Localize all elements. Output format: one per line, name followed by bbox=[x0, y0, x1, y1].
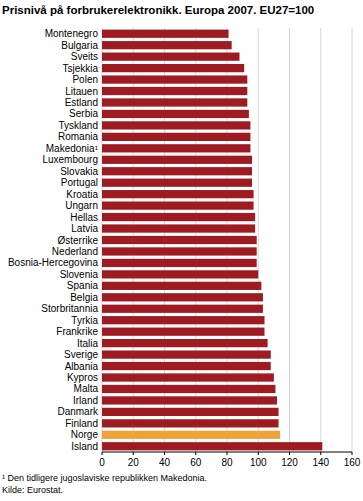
category-label: Irland bbox=[73, 395, 98, 406]
tick-label: 0 bbox=[99, 457, 105, 468]
category-label: Sverige bbox=[64, 349, 98, 360]
tick-label: 100 bbox=[250, 457, 267, 468]
category-label: Norge bbox=[71, 429, 99, 440]
bar bbox=[102, 396, 277, 404]
category-label: Estland bbox=[65, 97, 98, 108]
grid-line bbox=[352, 28, 353, 452]
tick-label: 60 bbox=[190, 457, 202, 468]
bar bbox=[102, 53, 240, 61]
bar bbox=[102, 362, 271, 370]
category-label: Storbritannia bbox=[41, 303, 98, 314]
tick-label: 40 bbox=[159, 457, 171, 468]
bar bbox=[102, 350, 271, 358]
bar bbox=[102, 236, 257, 244]
bar bbox=[102, 328, 265, 336]
bar bbox=[102, 373, 274, 381]
category-label: Albania bbox=[65, 361, 99, 372]
category-label: Tyskland bbox=[59, 120, 98, 131]
category-label: Montenegro bbox=[45, 28, 99, 39]
bar bbox=[102, 442, 322, 450]
bar bbox=[102, 201, 254, 209]
category-label: Sveits bbox=[71, 51, 98, 62]
bar bbox=[102, 293, 263, 301]
chart: Prisnivå på forbrukerelektronikk. Europa… bbox=[0, 0, 363, 501]
grid-line bbox=[289, 28, 290, 452]
bar bbox=[102, 408, 279, 416]
grid-line bbox=[320, 28, 321, 452]
bar bbox=[102, 179, 252, 187]
bar bbox=[102, 144, 250, 152]
category-label: Italia bbox=[77, 338, 99, 349]
category-label: Ungarn bbox=[65, 200, 98, 211]
tick-label: 140 bbox=[312, 457, 329, 468]
category-label: Portugal bbox=[61, 177, 98, 188]
category-label: Slovakia bbox=[60, 166, 98, 177]
bar bbox=[102, 110, 249, 118]
category-label: Østerrike bbox=[57, 235, 98, 246]
category-label: Bosnia-Hercegovina bbox=[8, 257, 98, 268]
category-label: Nederland bbox=[52, 246, 98, 257]
bar bbox=[102, 190, 254, 198]
category-label: Bulgaria bbox=[61, 40, 98, 51]
category-label: Kypros bbox=[67, 372, 98, 383]
category-label: Kroatia bbox=[66, 189, 98, 200]
bar bbox=[102, 339, 268, 347]
category-label: Serbia bbox=[69, 108, 98, 119]
bar bbox=[102, 30, 229, 38]
bar bbox=[102, 282, 261, 290]
category-label: Frankrike bbox=[56, 326, 98, 337]
annotation: Kilde: Eurostat. bbox=[2, 485, 63, 495]
bar bbox=[102, 213, 255, 221]
category-label: Malta bbox=[74, 383, 99, 394]
bar bbox=[102, 259, 257, 267]
category-label: Romania bbox=[58, 131, 98, 142]
category-label: Makedonia¹ bbox=[46, 143, 99, 154]
category-label: Polen bbox=[72, 74, 98, 85]
tick-label: 120 bbox=[281, 457, 298, 468]
bar bbox=[102, 167, 252, 175]
bar bbox=[102, 247, 257, 255]
bar bbox=[102, 270, 258, 278]
category-label: Latvia bbox=[71, 223, 98, 234]
bar bbox=[102, 156, 252, 164]
category-label: Tsjekkia bbox=[62, 63, 98, 74]
bar bbox=[102, 98, 247, 106]
title: Prisnivå på forbrukerelektronikk. Europa… bbox=[2, 4, 314, 16]
category-label: Spania bbox=[67, 280, 99, 291]
category-label: Luxembourg bbox=[42, 154, 98, 165]
category-label: Danmark bbox=[57, 406, 99, 417]
bar bbox=[102, 133, 250, 141]
bars bbox=[102, 30, 322, 451]
category-label: Island bbox=[71, 441, 98, 452]
category-label: Hellas bbox=[70, 212, 98, 223]
category-label: Slovenia bbox=[60, 269, 99, 280]
bar bbox=[102, 431, 280, 439]
x-axis bbox=[102, 452, 352, 453]
bar bbox=[102, 121, 250, 129]
bar bbox=[102, 224, 255, 232]
grid bbox=[102, 28, 352, 452]
tick-label: 80 bbox=[221, 457, 233, 468]
category-label: Finland bbox=[65, 418, 98, 429]
bar bbox=[102, 305, 263, 313]
annotation: ¹ Den tidligere jugoslaviske republikken… bbox=[2, 473, 207, 483]
tick-label: 160 bbox=[344, 457, 361, 468]
category-label: Tyrkia bbox=[71, 315, 98, 326]
bar bbox=[102, 316, 265, 324]
bar bbox=[102, 419, 279, 427]
category-label: Litauen bbox=[65, 86, 98, 97]
bar bbox=[102, 41, 232, 49]
bar bbox=[102, 87, 247, 95]
tick-label: 20 bbox=[128, 457, 140, 468]
bar bbox=[102, 64, 244, 72]
bar bbox=[102, 385, 275, 393]
category-label: Belgia bbox=[70, 292, 98, 303]
bar bbox=[102, 75, 247, 83]
